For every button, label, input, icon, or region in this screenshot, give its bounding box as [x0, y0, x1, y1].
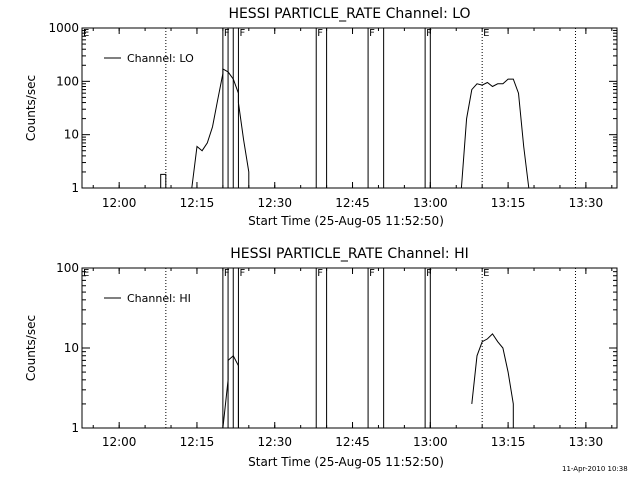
chart-title: HESSI PARTICLE_RATE Channel: HI — [230, 246, 468, 262]
x-axis-label: Start Time (25-Aug-05 11:52:50) — [248, 214, 444, 228]
marker-label: E — [483, 28, 489, 39]
legend-label: Channel: LO — [127, 52, 194, 65]
marker-label: F — [426, 28, 432, 39]
series-line — [460, 78, 530, 189]
marker-label: F — [224, 268, 230, 279]
marker-label: E — [483, 268, 489, 279]
y-axis-label: Counts/sec — [24, 75, 38, 141]
y-tick-label: 10 — [64, 341, 79, 355]
y-tick-label: 100 — [56, 74, 79, 88]
x-tick-label: 13:15 — [491, 435, 526, 449]
y-tick-label: 1000 — [48, 21, 79, 35]
edge-marker-label: E — [83, 268, 89, 279]
y-tick-label: 1 — [71, 421, 79, 435]
y-tick-label: 1 — [71, 181, 79, 195]
x-axis-label: Start Time (25-Aug-05 11:52:50) — [248, 455, 444, 469]
legend-label: Channel: HI — [127, 292, 191, 305]
marker-label: F — [426, 268, 432, 279]
marker-label: F — [239, 268, 245, 279]
x-tick-label: 12:30 — [257, 196, 292, 210]
x-tick-label: 12:15 — [180, 196, 215, 210]
x-tick-label: 13:30 — [569, 196, 604, 210]
marker-label: F — [317, 268, 323, 279]
x-tick-label: 13:30 — [569, 435, 604, 449]
x-tick-label: 12:00 — [102, 435, 137, 449]
marker-label: F — [317, 28, 323, 39]
x-tick-label: 13:15 — [491, 196, 526, 210]
x-tick-label: 12:15 — [180, 435, 215, 449]
y-tick-label: 100 — [56, 261, 79, 275]
x-tick-label: 12:00 — [102, 196, 137, 210]
timestamp-footer: 11-Apr-2010 10:38 — [562, 465, 628, 473]
marker-label: F — [369, 28, 375, 39]
x-tick-label: 13:00 — [413, 435, 448, 449]
series-line — [191, 68, 250, 189]
marker-label: F — [239, 28, 245, 39]
plot-frame — [81, 267, 618, 429]
x-tick-label: 13:00 — [413, 196, 448, 210]
x-tick-label: 12:45 — [335, 196, 370, 210]
x-tick-label: 12:45 — [335, 435, 370, 449]
x-tick-label: 12:30 — [257, 435, 292, 449]
series-line — [222, 354, 239, 429]
marker-label: F — [369, 268, 375, 279]
edge-marker-label: E — [83, 28, 89, 39]
plot-frame — [81, 27, 618, 189]
chart-title: HESSI PARTICLE_RATE Channel: LO — [228, 6, 470, 22]
marker-label: F — [224, 28, 230, 39]
y-tick-label: 10 — [64, 128, 79, 142]
series-line — [160, 173, 167, 188]
y-axis-label: Counts/sec — [24, 315, 38, 381]
series-line — [471, 333, 514, 428]
